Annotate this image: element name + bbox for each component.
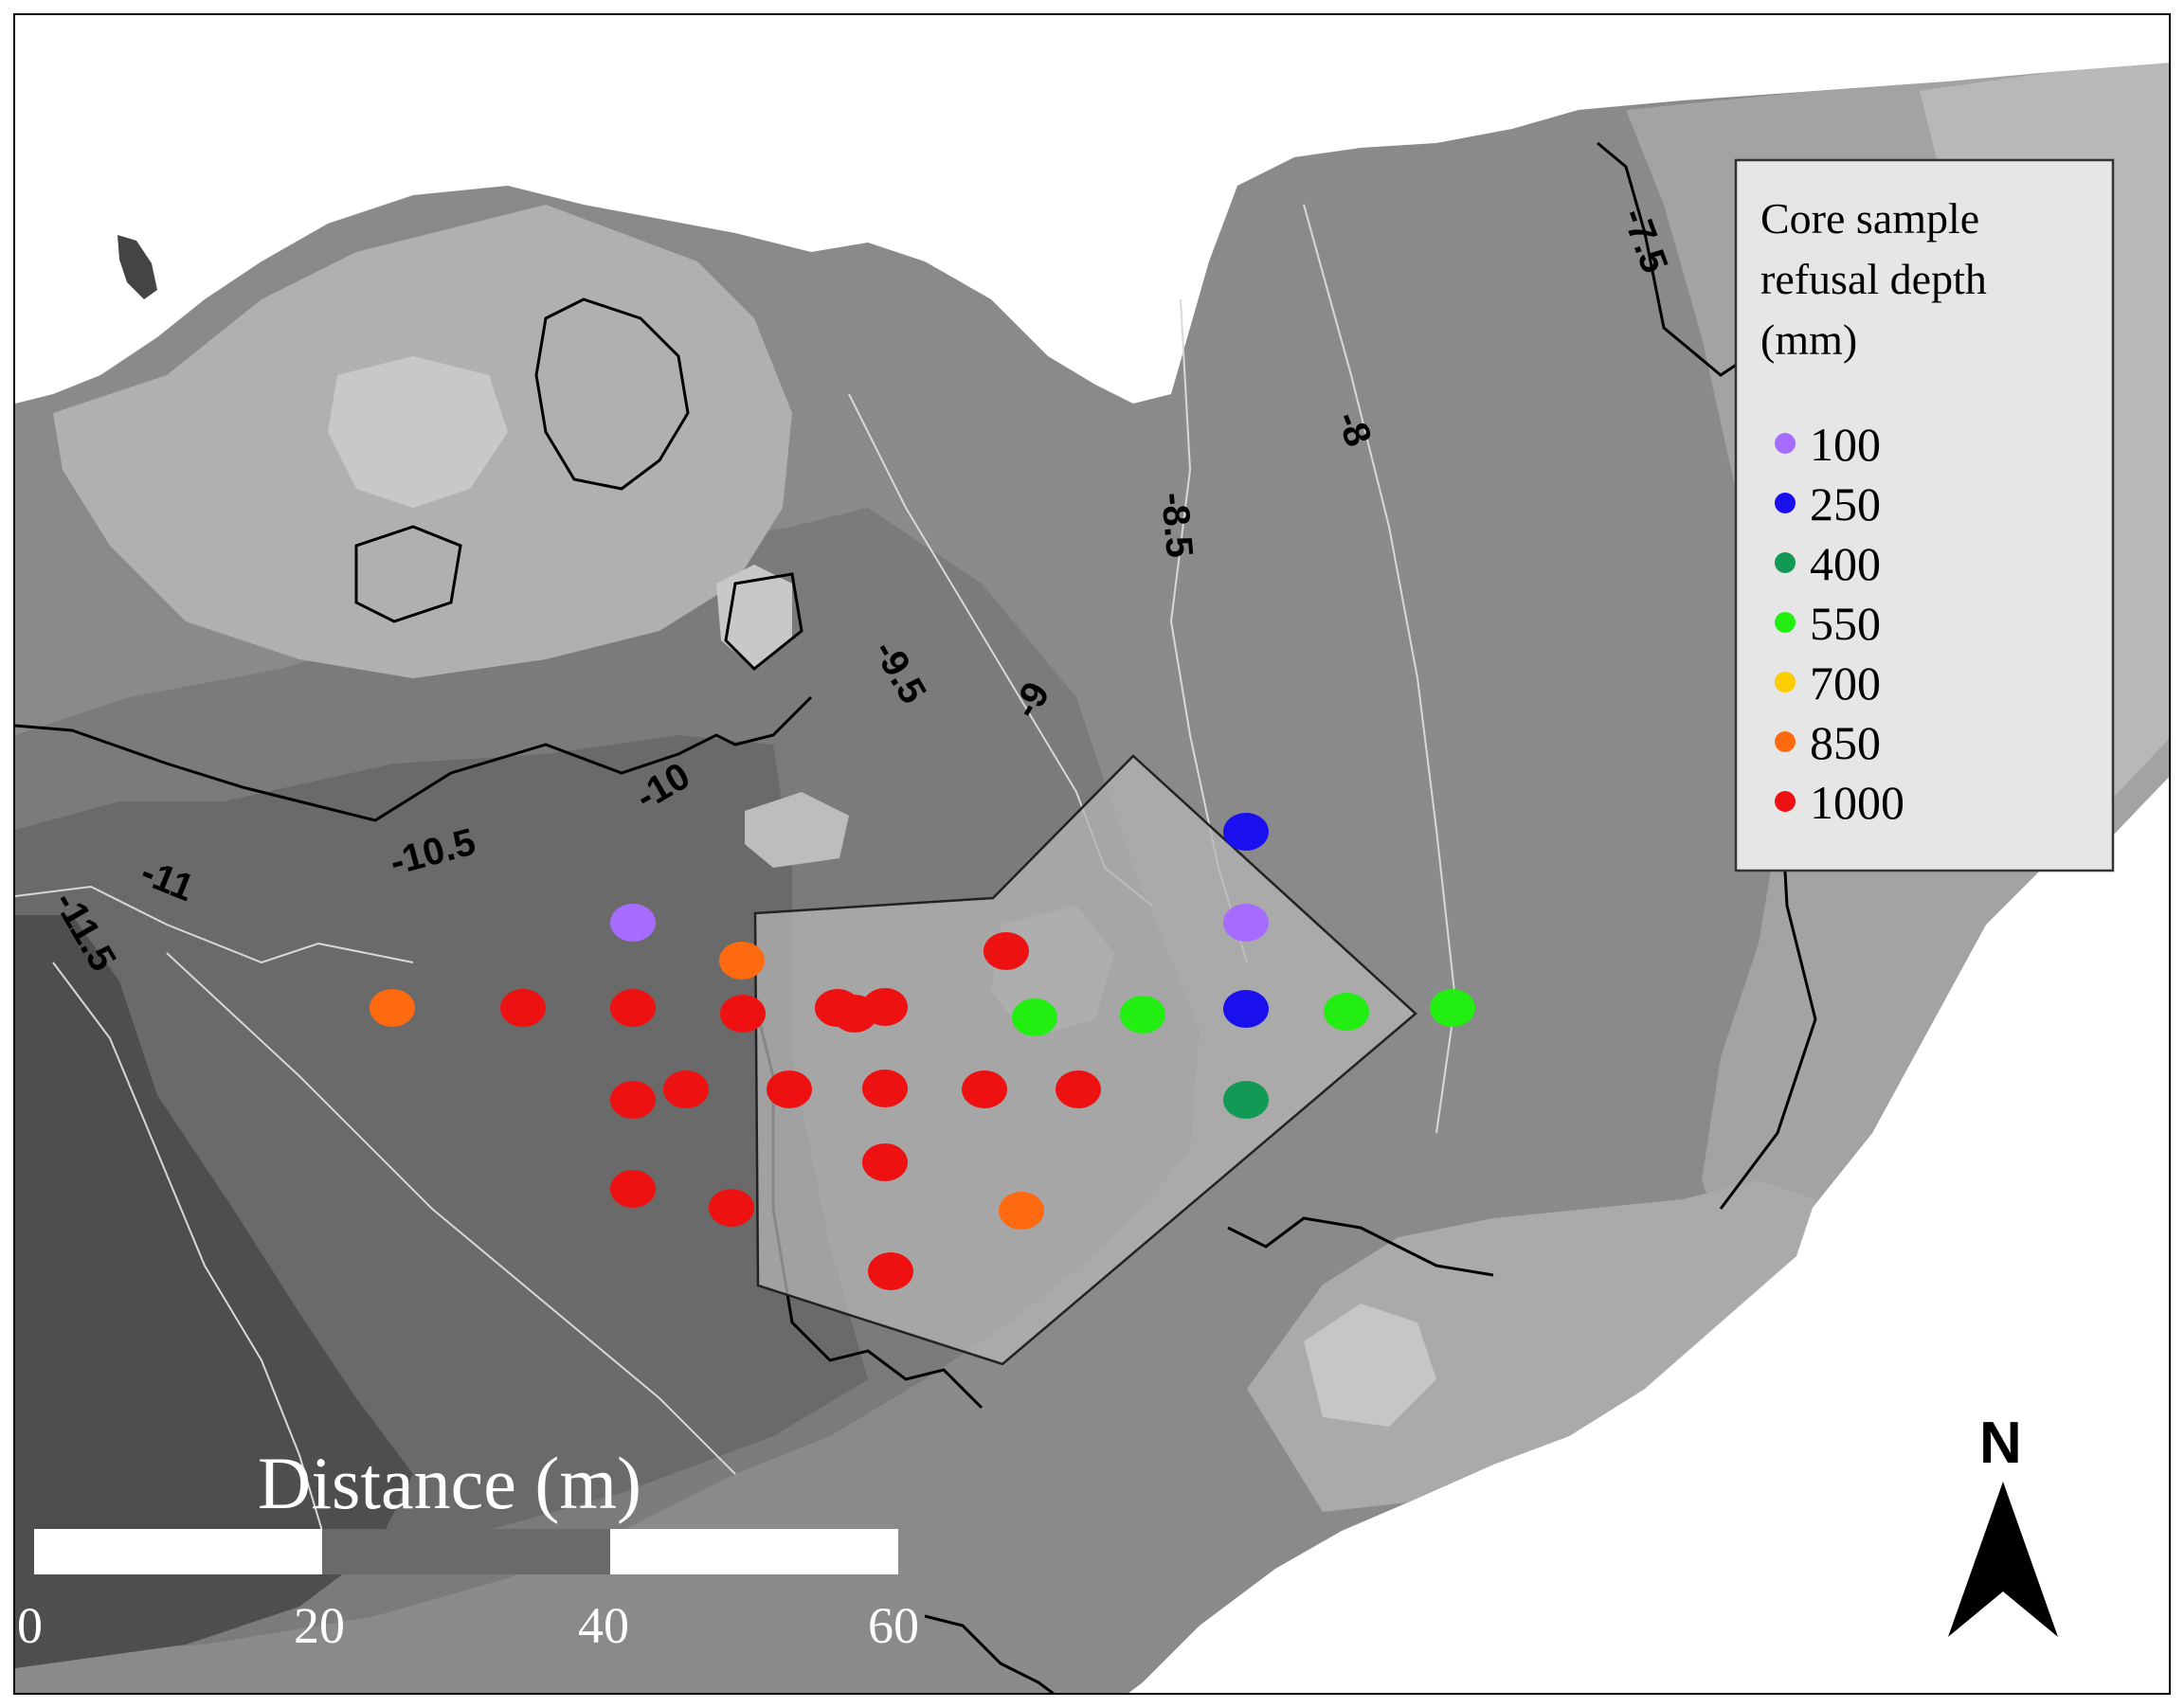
core-sample[interactable]	[709, 1189, 754, 1227]
terrain-shoal-3	[1304, 1303, 1436, 1427]
core-sample[interactable]	[720, 995, 766, 1033]
contour-line-11.5	[52, 962, 329, 1551]
contour-line-se	[1227, 1216, 1494, 1277]
legend-swatch	[1775, 433, 1796, 454]
legend-item: 100	[1775, 418, 1881, 471]
core-sample[interactable]	[1056, 1070, 1101, 1108]
legend: Core sample refusal depth (mm) 100 250 4…	[1734, 158, 2115, 872]
contour-line-10	[15, 695, 813, 822]
core-samples	[370, 813, 1475, 1290]
core-sample[interactable]	[999, 1192, 1044, 1230]
terrain-band-shallow-se	[1247, 1180, 1815, 1512]
legend-label: 700	[1810, 656, 1881, 710]
core-sample[interactable]	[1324, 993, 1369, 1031]
north-arrow-icon	[1948, 1482, 2058, 1637]
core-sample[interactable]	[1430, 989, 1475, 1027]
core-sample[interactable]	[500, 989, 546, 1027]
core-sample[interactable]	[815, 989, 860, 1027]
core-sample[interactable]	[610, 1081, 656, 1119]
core-sample[interactable]	[1223, 904, 1269, 942]
legend-item: 250	[1775, 477, 1881, 530]
contour-line-nw-shoal	[534, 297, 690, 491]
legend-label: 250	[1810, 477, 1881, 530]
north-arrow: N	[1948, 1411, 2058, 1637]
map-frame: -7.5 -8 -8.5 -9 -9.5 -10 -10.5 -11 -11.5	[13, 13, 2171, 1695]
core-sample[interactable]	[862, 1143, 908, 1181]
core-sample[interactable]	[370, 989, 415, 1027]
legend-label: 550	[1810, 597, 1881, 650]
scale-bar-segment	[322, 1529, 610, 1574]
core-sample[interactable]	[1223, 813, 1269, 851]
scale-bar-tick: 0	[17, 1597, 43, 1654]
legend-swatch	[1775, 791, 1796, 812]
legend-swatch	[1775, 493, 1796, 513]
scale-bar-segment	[610, 1529, 898, 1574]
core-sample[interactable]	[610, 989, 656, 1027]
legend-label: 850	[1810, 716, 1881, 769]
scale-bar-tick: 40	[578, 1597, 629, 1654]
core-sample[interactable]	[1012, 998, 1057, 1036]
legend-item: 700	[1775, 656, 1881, 710]
terrain-island-nw	[117, 235, 157, 299]
legend-item: 1000	[1775, 776, 1904, 829]
terrain-shoal-1	[328, 356, 508, 508]
contour-line-island-1	[354, 525, 462, 623]
core-sample[interactable]	[719, 942, 765, 980]
scale-bar-title: Distance (m)	[258, 1442, 641, 1524]
core-sample[interactable]	[1223, 1081, 1269, 1119]
legend-box	[1734, 158, 2115, 872]
terrain-band-deepest-w	[15, 915, 413, 1668]
legend-swatch	[1775, 612, 1796, 633]
legend-title-line: (mm)	[1760, 315, 1857, 364]
legend-swatch	[1775, 731, 1796, 752]
core-sample[interactable]	[862, 988, 908, 1026]
core-sample[interactable]	[663, 1070, 709, 1108]
north-arrow-label: N	[1979, 1411, 2022, 1476]
core-sample[interactable]	[862, 1070, 908, 1107]
contour-line-south	[924, 1614, 1056, 1693]
legend-item: 400	[1775, 537, 1881, 590]
contour-line-11	[15, 885, 414, 964]
contour-line-island-2	[724, 572, 803, 672]
legend-swatch	[1775, 552, 1796, 573]
terrain-shoal-4	[745, 792, 849, 868]
core-sample[interactable]	[767, 1070, 812, 1108]
scale-bar-segment	[34, 1529, 322, 1574]
core-sample[interactable]	[610, 1170, 656, 1208]
contour-line-10.5	[166, 952, 736, 1475]
legend-item: 850	[1775, 716, 1881, 769]
core-sample[interactable]	[868, 1252, 913, 1290]
bathymetry-map: -7.5 -8 -8.5 -9 -9.5 -10 -10.5 -11 -11.5	[15, 63, 2169, 1693]
legend-title-line: Core sample	[1760, 194, 1979, 243]
scale-bar-tick: 60	[868, 1597, 919, 1654]
scale-bar-tick: 20	[294, 1597, 345, 1654]
core-sample[interactable]	[984, 932, 1029, 970]
core-sample[interactable]	[1120, 996, 1165, 1034]
legend-label: 100	[1810, 418, 1881, 471]
contour-label: -8.5	[1153, 491, 1200, 560]
bathymetry-terrain	[15, 63, 2169, 1693]
scale-bar: Distance (m) 0 20 40 60	[17, 1442, 919, 1654]
legend-label: 1000	[1810, 776, 1904, 829]
legend-label: 400	[1810, 537, 1881, 590]
core-sample[interactable]	[962, 1070, 1007, 1108]
core-sample[interactable]	[1223, 990, 1269, 1028]
core-sample[interactable]	[610, 904, 656, 942]
legend-swatch	[1775, 672, 1796, 692]
legend-item: 550	[1775, 597, 1881, 650]
legend-title-line: refusal depth	[1760, 255, 1987, 303]
